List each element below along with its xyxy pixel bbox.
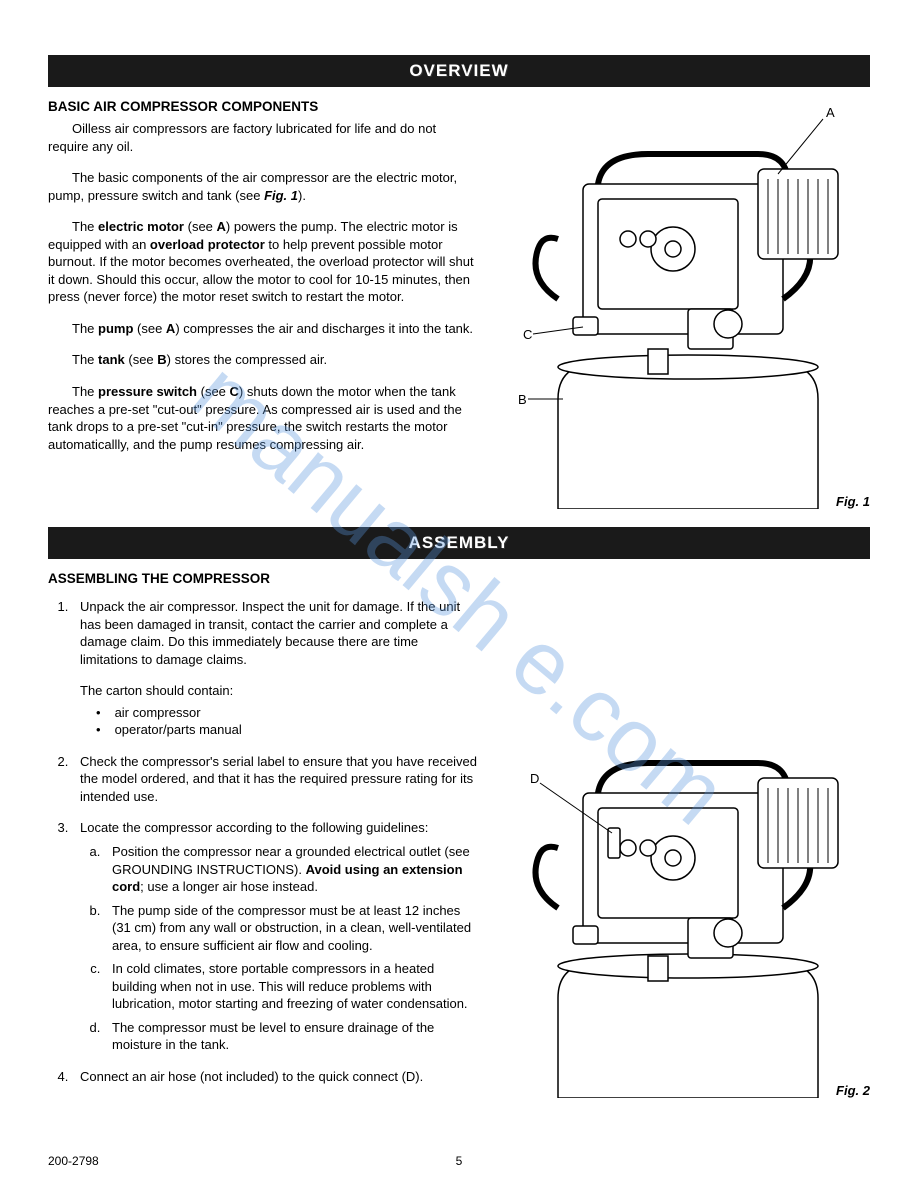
- assembly-step-3: Locate the compressor according to the f…: [72, 819, 478, 1054]
- overview-p5: The tank (see B) stores the compressed a…: [48, 351, 478, 369]
- doc-number: 200-2798: [48, 1154, 99, 1168]
- assembly-step-1: Unpack the air compressor. Inspect the u…: [72, 598, 478, 739]
- carton-item: air compressor: [96, 704, 478, 722]
- figure-1: A C B Fig. 1: [488, 99, 870, 509]
- overview-subheading: BASIC AIR COMPRESSOR COMPONENTS: [48, 99, 478, 114]
- overview-p3: The electric motor (see A) powers the pu…: [48, 218, 478, 306]
- overview-p6: The pressure switch (see C) shuts down t…: [48, 383, 478, 453]
- overview-text-column: BASIC AIR COMPRESSOR COMPONENTS Oilless …: [48, 99, 478, 509]
- fig1-label-a: A: [826, 105, 835, 120]
- assembly-text-column: Unpack the air compressor. Inspect the u…: [48, 598, 478, 1100]
- assembly-step-4: Connect an air hose (not included) to th…: [72, 1068, 478, 1086]
- fig1-label-c: C: [523, 327, 532, 342]
- overview-header: OVERVIEW: [48, 55, 870, 87]
- fig1-caption: Fig. 1: [836, 494, 870, 509]
- compressor-diagram-2: D: [488, 738, 868, 1098]
- overview-p1: Oilless air compressors are factory lubr…: [48, 120, 478, 155]
- carton-item: operator/parts manual: [96, 721, 478, 739]
- fig2-label-d: D: [530, 771, 539, 786]
- overview-p2: The basic components of the air compress…: [48, 169, 478, 204]
- assembly-subheading: ASSEMBLING THE COMPRESSOR: [48, 571, 870, 586]
- assembly-step-3a: Position the compressor near a grounded …: [104, 843, 478, 896]
- figure-2: D Fig. 2: [488, 738, 870, 1098]
- compressor-diagram-1: A C B: [488, 99, 868, 509]
- page-number: 5: [456, 1154, 463, 1168]
- assembly-step-2: Check the compressor's serial label to e…: [72, 753, 478, 806]
- fig2-caption: Fig. 2: [836, 1083, 870, 1098]
- overview-p4: The pump (see A) compresses the air and …: [48, 320, 478, 338]
- fig1-label-b: B: [518, 392, 527, 407]
- assembly-header: ASSEMBLY: [48, 527, 870, 559]
- assembly-step-3c: In cold climates, store portable compres…: [104, 960, 478, 1013]
- assembly-step-3b: The pump side of the compressor must be …: [104, 902, 478, 955]
- page-footer: 200-2798 5: [48, 1154, 870, 1168]
- assembly-step-3d: The compressor must be level to ensure d…: [104, 1019, 478, 1054]
